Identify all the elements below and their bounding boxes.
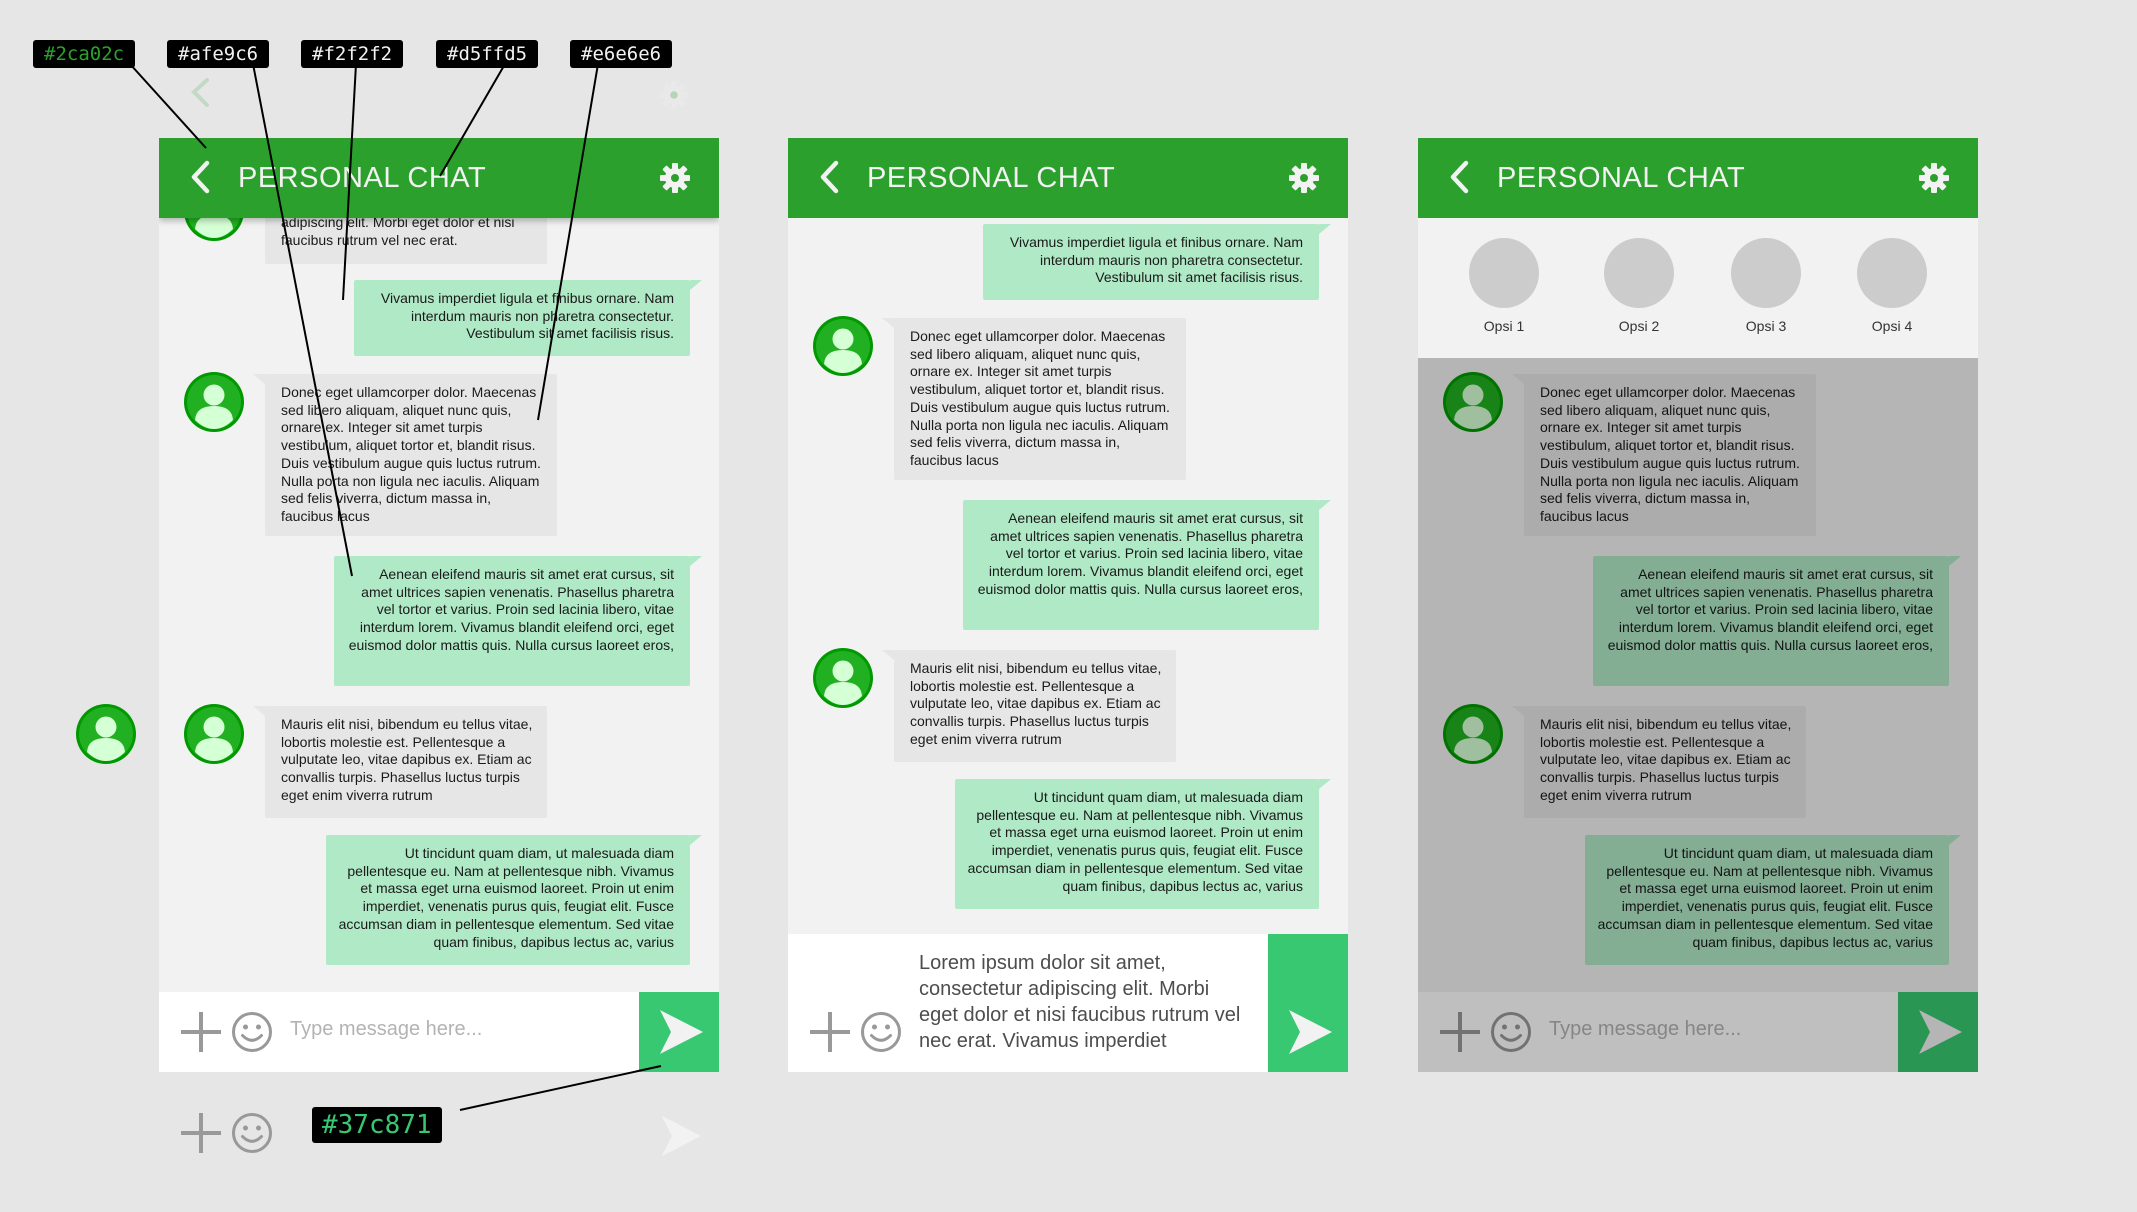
send-button	[1898, 992, 1978, 1072]
message-text: Mauris elit nisi, bibendum eu tellus vit…	[281, 716, 533, 803]
message-text: Mauris elit nisi, bibendum eu tellus vit…	[1540, 716, 1792, 803]
options-panel: Opsi 1 Opsi 2 Opsi 3 Opsi 4	[1418, 218, 1978, 358]
back-chevron-icon[interactable]	[818, 160, 842, 194]
message-incoming: Donec eget ullamcorper dolor. Maecenas s…	[882, 318, 1186, 480]
emoji-icon[interactable]	[231, 1011, 273, 1053]
option-4[interactable]: Opsi 4	[1852, 238, 1932, 334]
message-incoming: Donec eget ullamcorper dolor. Maecenas s…	[253, 374, 557, 536]
color-callout: #37c871	[312, 1107, 442, 1143]
option-2[interactable]: Opsi 2	[1599, 238, 1679, 334]
emoji-icon[interactable]	[860, 1011, 902, 1053]
message-input[interactable]: Lorem ipsum dolor sit amet, consectetur …	[919, 952, 1241, 1052]
option-icon	[1469, 238, 1539, 308]
gear-icon[interactable]	[659, 162, 691, 194]
back-chevron-icon	[191, 78, 209, 107]
message-outgoing: Ut tincidunt quam diam, ut malesuada dia…	[1585, 835, 1961, 965]
page-title: PERSONAL CHAT	[1497, 162, 1746, 194]
emoji-icon	[231, 1112, 273, 1154]
option-label: Opsi 4	[1871, 318, 1913, 334]
message-outgoing: Aenean eleifend mauris sit amet erat cur…	[334, 556, 702, 686]
option-1[interactable]: Opsi 1	[1464, 238, 1544, 334]
message-text: Mauris elit nisi, bibendum eu tellus vit…	[910, 660, 1162, 747]
app-header: PERSONAL CHAT	[1418, 138, 1978, 218]
option-icon	[1857, 238, 1927, 308]
message-text: Aenean eleifend mauris sit amet erat cur…	[348, 566, 674, 653]
gear-icon[interactable]	[1918, 162, 1950, 194]
gear-icon[interactable]	[1288, 162, 1320, 194]
message-outgoing: Ut tincidunt quam diam, ut malesuada dia…	[955, 779, 1331, 909]
message-outgoing: Aenean eleifend mauris sit amet erat cur…	[1593, 556, 1961, 686]
color-callout: #f2f2f2	[301, 40, 404, 68]
user-avatar-icon	[76, 704, 136, 764]
message-input-bar: Lorem ipsum dolor sit amet, consectetur …	[788, 934, 1348, 1072]
message-input: Type message here...	[1549, 1018, 1742, 1040]
send-icon	[659, 1114, 703, 1158]
send-button[interactable]	[639, 992, 719, 1072]
back-chevron-icon[interactable]	[1448, 160, 1472, 194]
message-text: Donec eget ullamcorper dolor. Maecenas s…	[1540, 384, 1800, 524]
color-callout: #d5ffd5	[436, 40, 539, 68]
message-outgoing: Ut tincidunt quam diam, ut malesuada dia…	[326, 835, 702, 965]
send-icon	[657, 1008, 705, 1056]
message-incoming: Donec eget ullamcorper dolor. Maecenas s…	[1512, 374, 1816, 536]
chat-screen-2: PERSONAL CHAT Vivamus imperdiet ligula e…	[788, 138, 1348, 1072]
message-text: Donec eget ullamcorper dolor. Maecenas s…	[910, 328, 1170, 468]
message-text: Aenean eleifend mauris sit amet erat cur…	[977, 510, 1303, 597]
plus-icon	[179, 1111, 223, 1155]
user-avatar-icon[interactable]	[813, 316, 873, 376]
color-callout: #2ca02c	[33, 40, 136, 68]
user-avatar-icon[interactable]	[184, 372, 244, 432]
option-3[interactable]: Opsi 3	[1726, 238, 1806, 334]
message-text: Ut tincidunt quam diam, ut malesuada dia…	[967, 789, 1303, 894]
message-text: Vivamus imperdiet ligula et finibus orna…	[1009, 234, 1303, 286]
message-text: Aenean eleifend mauris sit amet erat cur…	[1607, 566, 1933, 653]
user-avatar-icon[interactable]	[813, 648, 873, 708]
option-label: Opsi 1	[1483, 318, 1525, 334]
option-icon	[1604, 238, 1674, 308]
dim-overlay[interactable]	[1418, 358, 1978, 1072]
app-header: PERSONAL CHAT	[788, 138, 1348, 218]
message-text: Vivamus imperdiet ligula et finibus orna…	[380, 290, 674, 342]
chat-screen-1: adipiscing elit. Morbi eget dolor et nis…	[159, 138, 719, 1072]
message-outgoing: Aenean eleifend mauris sit amet erat cur…	[963, 500, 1331, 630]
option-label: Opsi 3	[1745, 318, 1787, 334]
message-outgoing: Vivamus imperdiet ligula et finibus orna…	[983, 224, 1331, 300]
message-input[interactable]: Type message here...	[290, 1018, 483, 1040]
message-text: Ut tincidunt quam diam, ut malesuada dia…	[338, 845, 674, 950]
plus-icon[interactable]	[179, 1010, 223, 1054]
message-incoming: Mauris elit nisi, bibendum eu tellus vit…	[253, 706, 547, 818]
color-callout: #afe9c6	[167, 40, 270, 68]
app-header: PERSONAL CHAT	[159, 138, 719, 218]
color-callout: #e6e6e6	[570, 40, 673, 68]
gear-icon	[659, 80, 689, 110]
message-text: adipiscing elit. Morbi eget dolor et nis…	[281, 214, 515, 248]
message-text: Ut tincidunt quam diam, ut malesuada dia…	[1597, 845, 1933, 950]
message-input-bar: Type message here...	[159, 992, 719, 1072]
back-chevron-icon[interactable]	[189, 160, 213, 194]
page-title: PERSONAL CHAT	[867, 162, 1116, 194]
option-label: Opsi 2	[1618, 318, 1660, 334]
message-outgoing: Vivamus imperdiet ligula et finibus orna…	[354, 280, 702, 356]
user-avatar-icon[interactable]	[184, 704, 244, 764]
chat-screen-3: Donec eget ullamcorper dolor. Maecenas s…	[1418, 138, 1978, 1072]
option-icon	[1731, 238, 1801, 308]
message-incoming: Mauris elit nisi, bibendum eu tellus vit…	[1512, 706, 1806, 818]
plus-icon[interactable]	[808, 1010, 852, 1054]
message-text: Donec eget ullamcorper dolor. Maecenas s…	[281, 384, 541, 524]
send-icon	[1286, 1008, 1334, 1056]
message-incoming: Mauris elit nisi, bibendum eu tellus vit…	[882, 650, 1176, 762]
message-input-bar: Type message here...	[1418, 992, 1978, 1072]
page-title: PERSONAL CHAT	[238, 162, 487, 194]
send-button[interactable]	[1268, 934, 1348, 1072]
